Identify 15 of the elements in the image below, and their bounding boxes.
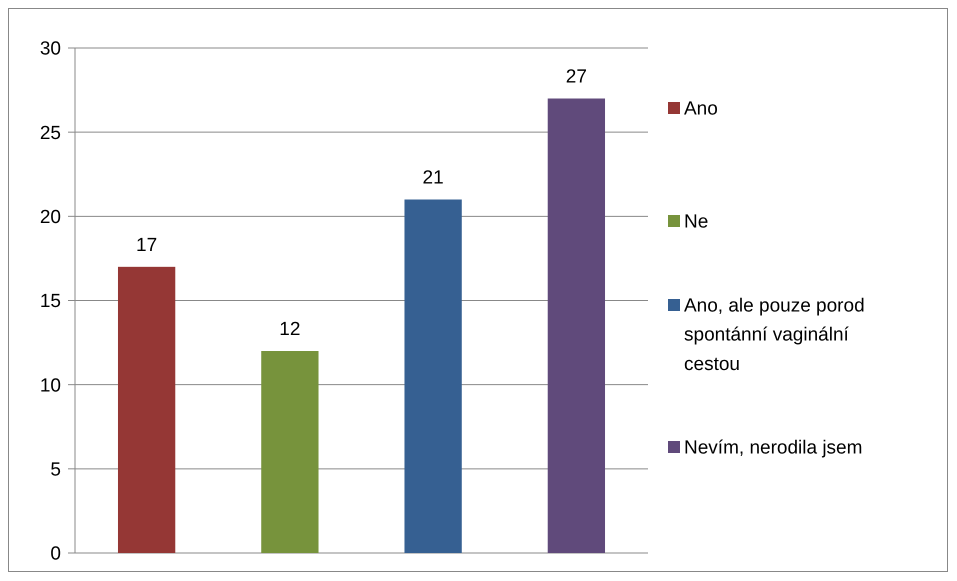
y-tick-label: 15: [40, 291, 61, 312]
y-tick-label: 5: [50, 459, 61, 480]
legend-label: Ano: [684, 98, 718, 120]
y-tick-label: 10: [40, 375, 61, 396]
legend-label: Nevím, nerodila jsem: [684, 438, 862, 459]
legend-label: Ne: [684, 212, 708, 233]
data-label: 17: [136, 234, 158, 256]
y-tick-label: 25: [40, 122, 61, 144]
y-tick-label: 20: [40, 206, 61, 228]
y-tick-label: 0: [50, 544, 61, 565]
data-label: 12: [279, 319, 300, 340]
y-tick-label: 30: [40, 38, 61, 60]
data-label: 27: [566, 66, 587, 88]
data-label: 21: [422, 168, 444, 188]
legend-label: Ano, ale pouze porod spontánní vaginální cestou: [684, 296, 865, 375]
